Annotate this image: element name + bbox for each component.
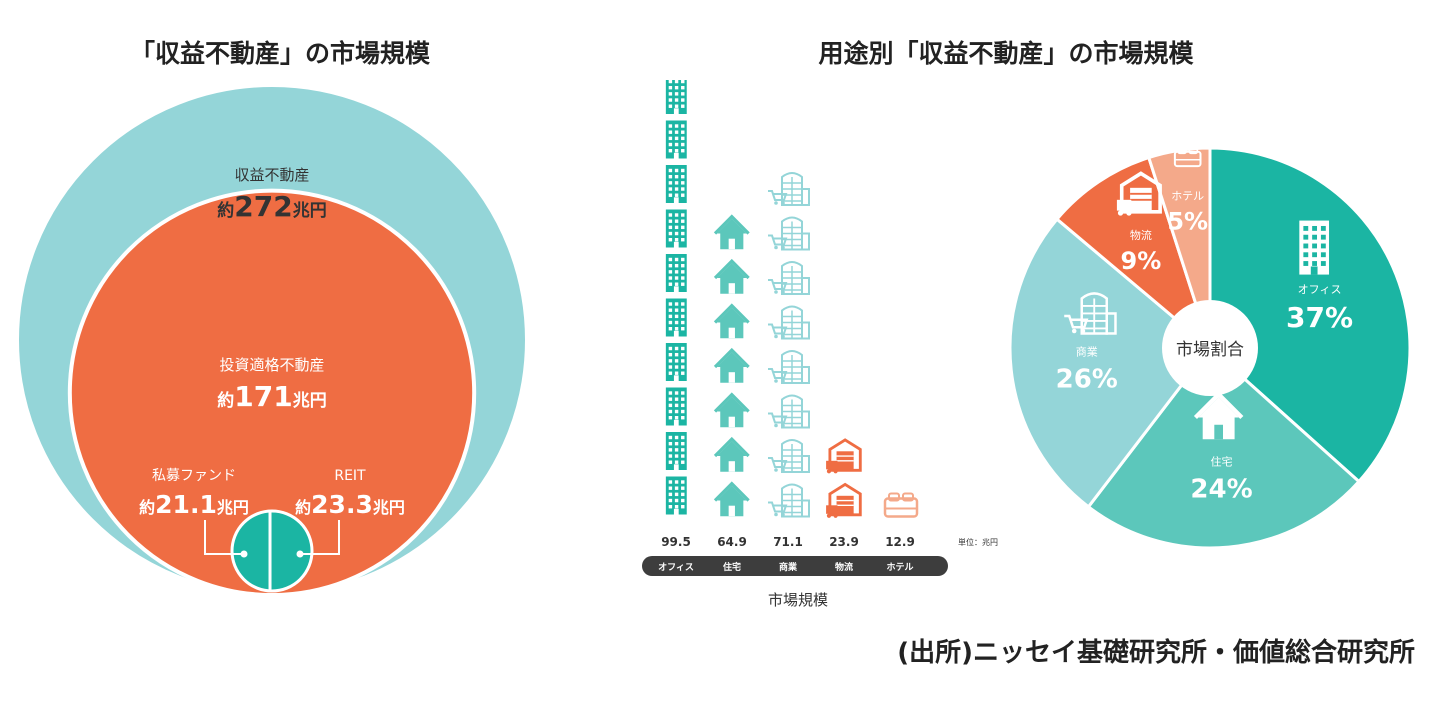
pie-percent-label: 24% — [1190, 474, 1252, 504]
house-icon — [713, 436, 750, 472]
warehouse-icon — [826, 482, 862, 518]
office-building-icon — [665, 165, 687, 203]
house-icon — [713, 392, 750, 428]
office-building-icon — [665, 298, 687, 337]
middle-circle-investment-grade — [67, 188, 477, 597]
category-tick-label: 物流 — [835, 561, 853, 573]
office-building-icon — [665, 254, 687, 292]
mall-icon — [768, 350, 810, 384]
bar-value-label: 64.9 — [717, 535, 747, 549]
office-building-icon — [665, 387, 687, 426]
warehouse-icon — [826, 438, 862, 474]
category-axis-band — [642, 556, 948, 576]
label-reit-value: 約23.3兆円 — [295, 490, 405, 519]
source-note: (出所)ニッセイ基礎研究所・価値総合研究所 — [897, 638, 1415, 668]
office-building-icon — [665, 343, 687, 381]
category-tick-label: 住宅 — [723, 561, 741, 573]
label-reit-name: REIT — [334, 468, 366, 484]
pie-category-label: ホテル — [1171, 190, 1204, 203]
label-income-property-name: 収益不動産 — [234, 166, 309, 184]
office-building-icon — [665, 476, 687, 515]
label-income-property-value: 約272兆円 — [217, 190, 326, 223]
bar-value-label: 99.5 — [661, 535, 691, 549]
bar-value-label: 12.9 — [885, 535, 915, 549]
pictogram-bar-chart: 99.5 64.9 71.1 23.9 12.9 オフィス 住宅 商業 物流 ホテル 単位：兆円市場… — [642, 80, 998, 609]
office-building-icon — [665, 209, 687, 248]
reit-leader-dot — [296, 550, 304, 558]
category-tick-label: オフィス — [658, 562, 694, 573]
label-private-fund-value: 約21.1兆円 — [139, 490, 249, 519]
category-tick-label: 商業 — [779, 561, 798, 573]
house-icon — [713, 258, 750, 294]
private-fund-leader-dot — [240, 550, 248, 558]
private-fund-leader-line — [204, 520, 244, 555]
share-pie-chart: 市場割合 オフィス 37% 住宅 24% 商業 26% 物流 9% ホテル 5% — [1008, 146, 1412, 550]
house-icon — [713, 214, 750, 250]
right-chart-title: 用途別「収益不動産」の市場規模 — [818, 39, 1194, 68]
mall-icon — [768, 305, 810, 340]
label-investment-grade-name: 投資適格不動産 — [219, 356, 324, 374]
label-investment-grade-value: 約171兆円 — [217, 380, 326, 413]
category-tick-label: ホテル — [886, 562, 913, 573]
pie-center-hole — [1162, 300, 1258, 396]
bed-icon — [883, 492, 919, 518]
pie-slice — [1146, 146, 1212, 349]
bed-icon — [1173, 146, 1202, 168]
label-reit: REIT 約23.3兆円 — [295, 468, 405, 519]
mall-icon — [1064, 292, 1117, 335]
pie-slice — [1008, 217, 1213, 509]
pie-slice — [1054, 155, 1214, 353]
pie-percent-label: 9% — [1121, 247, 1162, 275]
pie-category-label: 物流 — [1130, 228, 1152, 242]
mall-icon — [768, 261, 810, 295]
pie-percent-label: 26% — [1056, 364, 1118, 394]
house-icon — [1193, 391, 1244, 440]
house-icon — [713, 481, 750, 517]
pie-slice — [1086, 345, 1362, 550]
left-chart-title: 「収益不動産」の市場規模 — [129, 39, 431, 68]
inner-split-circle — [230, 509, 314, 593]
office-building-icon — [665, 120, 687, 159]
house-icon — [713, 347, 750, 383]
pie-category-label: オフィス — [1298, 283, 1342, 296]
label-private-fund-name: 私募ファンド — [152, 468, 236, 484]
house-icon — [713, 303, 750, 339]
mall-icon — [768, 439, 810, 473]
pie-center-label: 市場割合 — [1176, 340, 1244, 360]
bar-value-label: 23.9 — [829, 535, 859, 549]
x-axis-label: 市場規模 — [768, 591, 828, 609]
warehouse-icon — [1116, 171, 1162, 216]
office-building-icon — [665, 432, 687, 470]
unit-label: 単位：兆円 — [958, 537, 998, 547]
bar-value-label: 71.1 — [773, 535, 803, 549]
mall-icon — [768, 172, 810, 206]
pie-category-label: 住宅 — [1211, 454, 1233, 468]
office-building-icon — [1299, 220, 1330, 275]
mall-icon — [768, 216, 810, 251]
pie-percent-label: 5% — [1167, 208, 1208, 236]
mall-icon — [768, 394, 810, 429]
pie-category-label: 商業 — [1076, 344, 1098, 358]
pie-percent-label: 37% — [1286, 301, 1353, 334]
office-building-icon — [665, 80, 687, 114]
pie-slice — [1208, 146, 1412, 484]
reit-leader-line — [300, 520, 340, 555]
mall-icon — [768, 483, 810, 518]
